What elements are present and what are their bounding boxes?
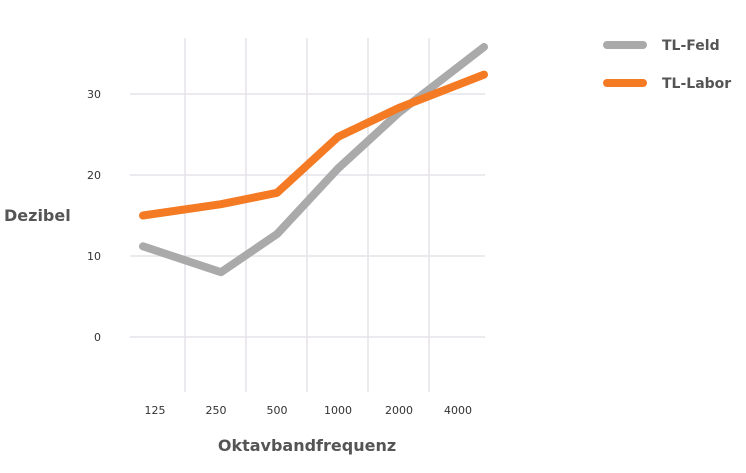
y-tick-label: 30 [87,88,101,101]
legend: TL-Feld TL-Labor [603,38,731,92]
y-axis-title: Dezibel [4,206,71,225]
x-tick-label: 250 [206,404,227,417]
x-tick-label: 2000 [385,404,413,417]
x-axis-title: Oktavbandfrequenz [218,436,396,455]
x-tick-label: 1000 [324,404,352,417]
x-axis-ticks: 125 250 500 1000 2000 4000 [145,404,473,417]
x-tick-label: 125 [145,404,166,417]
y-tick-label: 20 [87,169,101,182]
y-tick-label: 0 [94,331,101,344]
y-axis-ticks: 0 10 20 30 [87,88,101,344]
x-tick-label: 500 [267,404,288,417]
legend-label: TL-Feld [662,38,720,54]
series-lines [139,43,488,277]
legend-label: TL-Labor [662,76,731,92]
y-tick-label: 10 [87,250,101,263]
x-tick-label: 4000 [444,404,472,417]
series-line-tl-labor [139,70,488,220]
